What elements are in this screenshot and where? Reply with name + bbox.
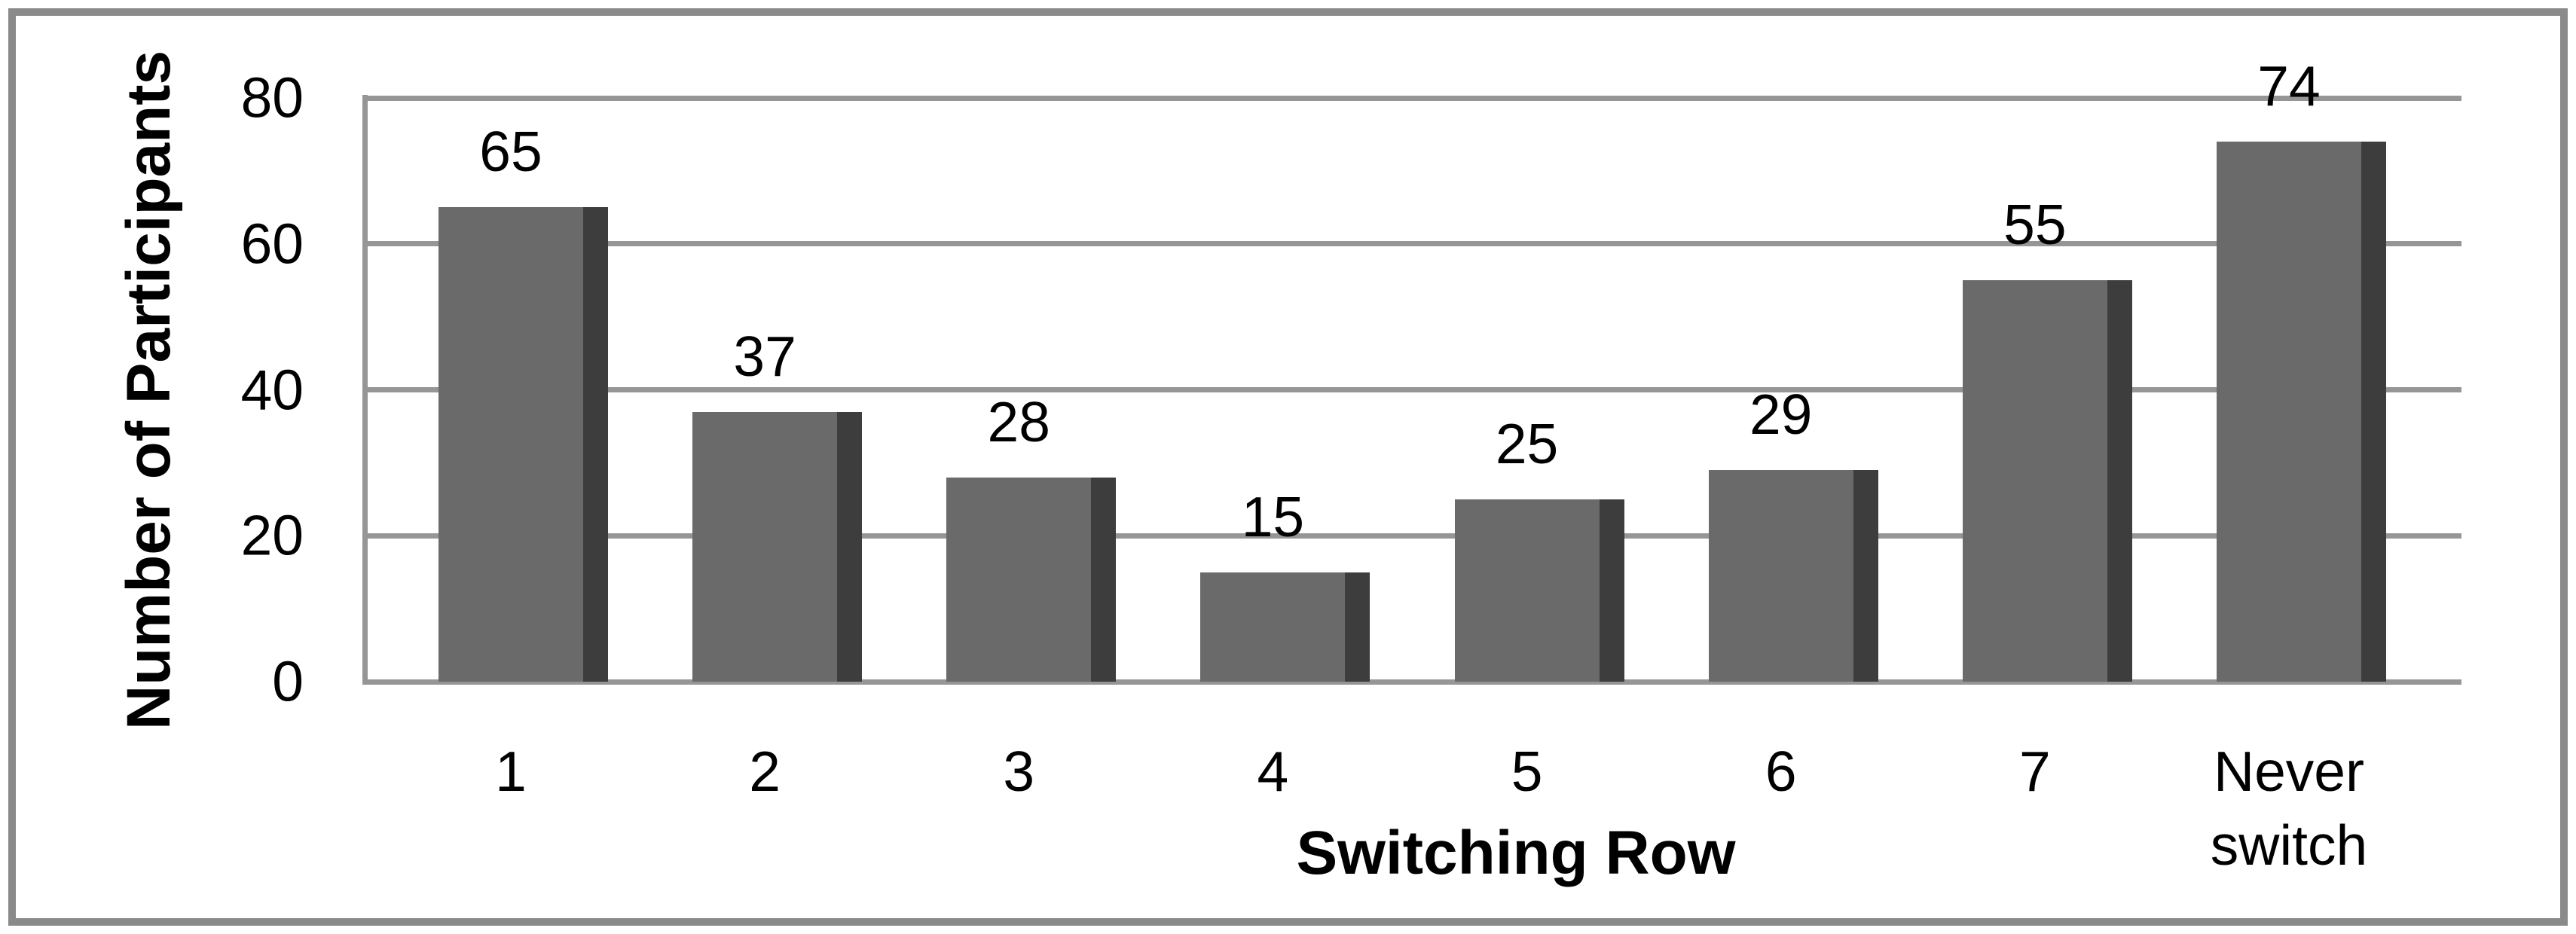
y-axis-ticks: 0 20 40 60 80 [0, 69, 304, 710]
bar-value-label: 74 [2257, 54, 2321, 118]
bar-value-label: 29 [1749, 383, 1813, 447]
bar-value-label: 28 [987, 389, 1050, 453]
bar-value-label: 25 [1495, 411, 1559, 475]
gridline-40 [365, 387, 2461, 392]
figure-border [8, 8, 2568, 926]
x-category-label: Never switch [2210, 740, 2368, 877]
bar-1: 65 [439, 124, 608, 682]
bar-7: 55 [1962, 197, 2132, 682]
bar-value-label: 65 [479, 120, 542, 184]
y-tick-label: 20 [240, 503, 304, 567]
x-category-label: 2 [749, 740, 781, 803]
bar-value-label: 55 [2003, 193, 2067, 257]
x-category-label: 1 [495, 740, 527, 803]
x-axis-title: Switching Row [1296, 819, 1736, 887]
bar-5: 25 [1454, 415, 1624, 682]
plot-area: 65 37 28 15 25 29 55 74 [362, 58, 2461, 685]
bar-value-label: 15 [1241, 484, 1305, 548]
bar-side-shadow [1345, 572, 1371, 682]
bar-side-shadow [1599, 499, 1624, 682]
gridline-80 [365, 95, 2461, 101]
x-category-label: 3 [1003, 740, 1035, 803]
bar-2: 37 [692, 328, 863, 682]
bar-4: 15 [1200, 488, 1371, 682]
x-category-label: 4 [1257, 740, 1289, 803]
x-category-label: 7 [2018, 740, 2051, 803]
x-category-label: 5 [1511, 740, 1543, 803]
bar-side-shadow [2361, 142, 2386, 682]
bar-side-shadow [583, 207, 608, 682]
bar-side-shadow [837, 411, 863, 682]
y-axis-line [362, 95, 368, 685]
y-tick-label: 80 [240, 66, 304, 130]
gridline-0 [365, 679, 2461, 685]
x-axis-labels: 1 2 3 4 5 6 7 Never switch [365, 734, 2461, 896]
gridline-20 [365, 533, 2461, 539]
x-category-label: 6 [1765, 740, 1797, 803]
bar-side-shadow [1853, 470, 1878, 682]
gridline-60 [365, 241, 2461, 247]
y-tick-label: 0 [272, 649, 304, 713]
bar-value-label: 37 [733, 324, 796, 388]
bar-side-shadow [1091, 477, 1117, 682]
bar-3: 28 [946, 393, 1117, 682]
y-tick-label: 60 [240, 212, 304, 276]
bar-Never switch: 74 [2216, 58, 2386, 682]
bar-6: 29 [1708, 386, 1878, 682]
y-tick-label: 40 [240, 358, 304, 421]
bar-side-shadow [2107, 280, 2132, 682]
